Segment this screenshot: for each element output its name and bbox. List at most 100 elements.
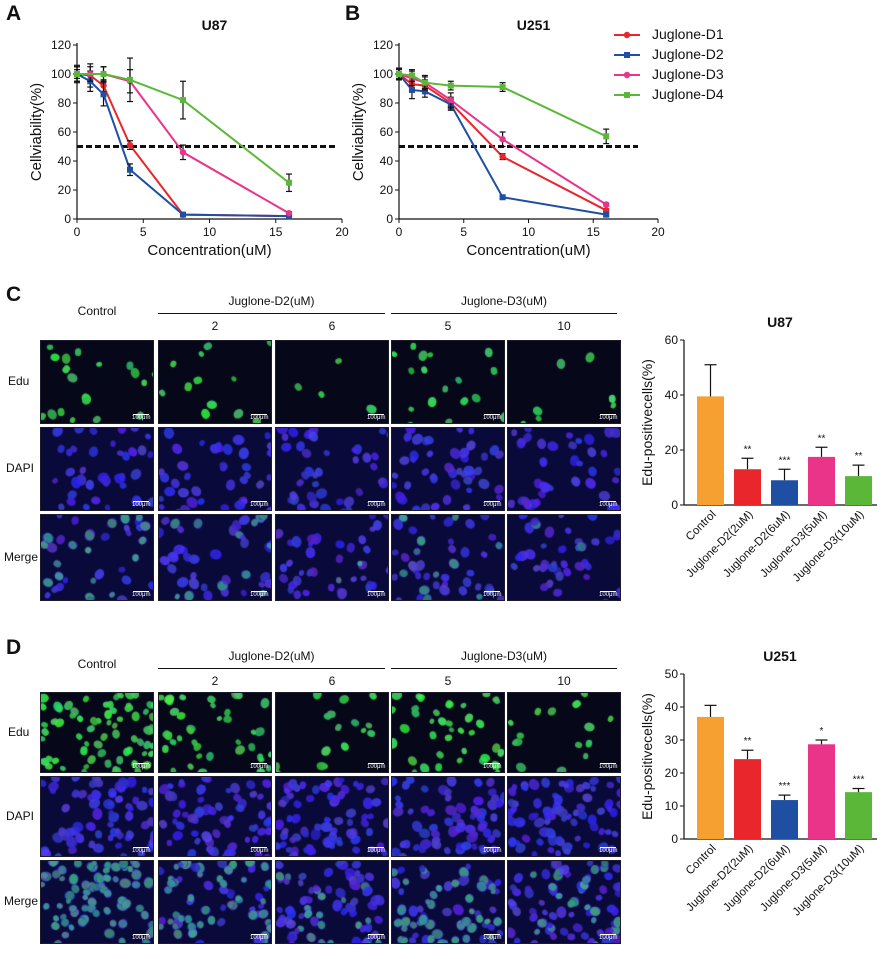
scale-bar: 100μm	[367, 763, 385, 771]
scale-bar: 100μm	[367, 934, 385, 942]
group-divider	[391, 313, 617, 314]
scale-bar-line	[251, 414, 267, 415]
micrograph-edu: 100μm	[158, 692, 272, 773]
micrograph-edu: 100μm	[40, 692, 154, 773]
scale-bar-line	[251, 591, 267, 592]
scale-bar-label: 100μm	[250, 415, 269, 421]
scale-bar-line	[133, 414, 149, 415]
micrograph-image	[41, 428, 153, 510]
data-point	[127, 166, 133, 173]
scale-bar-line	[368, 763, 384, 764]
scale-bar: 100μm	[599, 414, 617, 422]
micrograph-merge: 100μm	[158, 860, 272, 944]
category-label: Juglone-D2(6uM)	[721, 509, 792, 580]
group-label: Juglone-D2(uM)	[228, 649, 315, 663]
scale-bar-label: 100μm	[250, 764, 269, 770]
scale-bar: 100μm	[250, 763, 268, 771]
micrograph-image	[159, 515, 271, 600]
legend-swatch	[614, 92, 640, 98]
scale-bar: 100μm	[599, 934, 617, 942]
micrograph-edu: 100μm	[391, 692, 505, 773]
scale-bar: 100μm	[367, 847, 385, 855]
scale-bar-label: 100μm	[250, 848, 269, 854]
data-point	[396, 71, 402, 77]
legend-label: Juglone-D1	[652, 26, 724, 42]
scale-bar: 100μm	[250, 591, 268, 599]
panel-letter-b: B	[345, 2, 361, 25]
scale-bar-label: 100μm	[599, 848, 618, 854]
scale-bar-line	[484, 847, 500, 848]
scale-bar-line	[600, 414, 616, 415]
scale-bar-label: 100μm	[132, 502, 151, 508]
scale-bar-line	[133, 591, 149, 592]
scale-bar: 100μm	[599, 763, 617, 771]
category-label: Control	[684, 843, 719, 878]
legend-item: Juglone-D1	[612, 26, 772, 44]
category-label: Juglone-D2(6uM)	[721, 843, 792, 914]
y-tick-label: 60	[380, 125, 394, 139]
x-tick-label: 15	[269, 225, 283, 239]
micrograph-image	[276, 428, 388, 510]
bar	[734, 469, 761, 505]
scale-bar-label: 100μm	[599, 935, 618, 941]
group-divider	[158, 668, 385, 669]
y-tick-label: 0	[64, 212, 71, 226]
micrograph-image	[508, 693, 620, 772]
significance-label: *	[820, 726, 824, 737]
scale-bar: 100μm	[132, 763, 150, 771]
data-point	[180, 211, 186, 218]
scale-bar-line	[600, 591, 616, 592]
data-point	[499, 153, 506, 160]
scale-bar-label: 100μm	[250, 592, 269, 598]
scale-bar: 100μm	[132, 591, 150, 599]
y-axis-label: Edu-positivecells(%)	[639, 693, 655, 820]
significance-label: ***	[779, 455, 791, 466]
micrograph-image	[508, 861, 620, 943]
column-label-control: Control	[77, 304, 117, 318]
x-tick-label: 5	[460, 225, 467, 239]
y-tick-label: 0	[671, 498, 678, 512]
micrograph-dapi: 100μm	[507, 776, 621, 857]
scale-bar-line	[600, 934, 616, 935]
category-label: Juglone-D3(10uM)	[791, 843, 867, 919]
scale-bar-line	[484, 414, 500, 415]
legend-item: Juglone-D4	[612, 86, 772, 104]
scale-bar-label: 100μm	[367, 935, 386, 941]
scale-bar-line	[368, 591, 384, 592]
bar	[697, 716, 724, 839]
data-point	[100, 71, 107, 77]
legend-label: Juglone-D4	[652, 86, 724, 102]
micrograph-edu: 100μm	[40, 340, 154, 424]
significance-label: **	[744, 444, 752, 455]
bar	[845, 476, 872, 505]
micrograph-image	[276, 693, 388, 772]
scale-bar-line	[484, 763, 500, 764]
y-axis-label: Cellviability(%)	[28, 83, 45, 181]
micrograph-image	[159, 777, 271, 856]
y-tick-label: 120	[51, 38, 71, 52]
concentration-label: 10	[557, 319, 571, 333]
bar	[734, 759, 761, 839]
scale-bar-line	[251, 847, 267, 848]
micrograph-dapi: 100μm	[391, 427, 505, 511]
data-point	[603, 201, 610, 208]
data-point	[499, 84, 506, 91]
micrograph-dapi: 100μm	[158, 427, 272, 511]
data-point	[447, 96, 454, 104]
x-tick-label: 5	[140, 225, 147, 239]
significance-label: ***	[853, 775, 865, 786]
micrograph-dapi: 100μm	[40, 776, 154, 857]
micrograph-merge: 100μm	[391, 860, 505, 944]
micrograph-merge: 100μm	[275, 514, 389, 601]
micrograph-image	[392, 515, 504, 600]
panel-letter-a: A	[6, 2, 22, 25]
scale-bar-label: 100μm	[483, 764, 502, 770]
data-point	[285, 210, 293, 217]
micrograph-image	[276, 777, 388, 856]
y-tick-label: 60	[58, 125, 72, 139]
micrograph-image	[159, 693, 271, 772]
x-tick-label: 10	[522, 225, 536, 239]
micrograph-image	[392, 693, 504, 772]
concentration-label: 6	[328, 674, 336, 688]
micrograph-edu: 100μm	[391, 340, 505, 424]
